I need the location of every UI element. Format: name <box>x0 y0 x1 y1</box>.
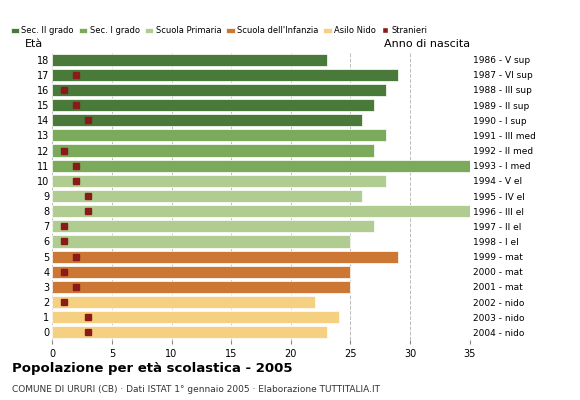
Bar <box>52 84 386 96</box>
Text: Anno di nascita: Anno di nascita <box>384 39 470 49</box>
Bar <box>52 175 386 187</box>
Bar <box>52 160 470 172</box>
Text: Popolazione per età scolastica - 2005: Popolazione per età scolastica - 2005 <box>12 362 292 375</box>
Bar <box>52 326 327 338</box>
Bar <box>52 129 386 142</box>
Bar <box>52 205 470 217</box>
Bar <box>52 281 350 293</box>
Bar <box>52 311 339 323</box>
Bar <box>52 144 374 156</box>
Bar <box>52 54 327 66</box>
Text: Età: Età <box>25 39 44 49</box>
Bar <box>52 190 362 202</box>
Bar <box>52 266 350 278</box>
Legend: Sec. II grado, Sec. I grado, Scuola Primaria, Scuola dell'Infanzia, Asilo Nido, : Sec. II grado, Sec. I grado, Scuola Prim… <box>7 23 432 39</box>
Bar <box>52 114 362 126</box>
Bar <box>52 296 315 308</box>
Text: COMUNE DI URURI (CB) · Dati ISTAT 1° gennaio 2005 · Elaborazione TUTTITALIA.IT: COMUNE DI URURI (CB) · Dati ISTAT 1° gen… <box>12 385 379 394</box>
Bar <box>52 69 398 81</box>
Bar <box>52 220 374 232</box>
Bar <box>52 99 374 111</box>
Bar <box>52 236 350 248</box>
Bar <box>52 250 398 263</box>
